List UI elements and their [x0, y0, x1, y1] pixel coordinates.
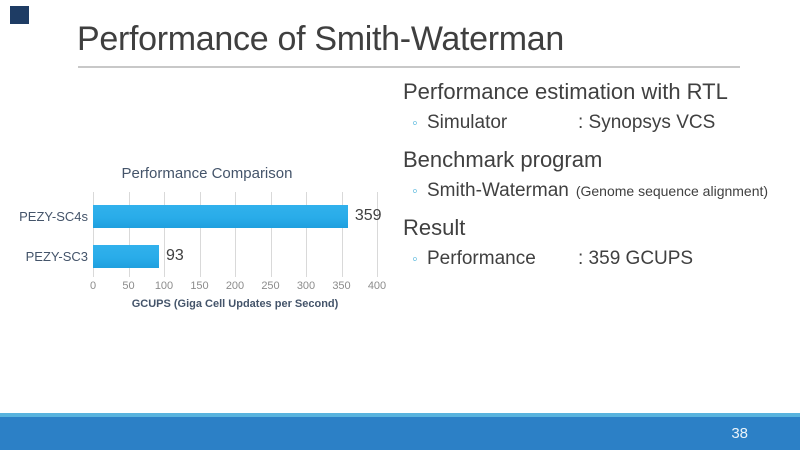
- bullet-label: Simulator: [427, 112, 508, 133]
- bullet-circle-icon: ◦: [412, 183, 418, 200]
- chart-x-tick: 350: [332, 280, 351, 292]
- chart-gridline: [270, 192, 272, 277]
- chart-x-tick: 50: [122, 280, 135, 292]
- section-heading-performance-estimation: Performance estimation with RTL: [403, 79, 728, 104]
- chart-x-tick: 250: [261, 280, 280, 292]
- chart-value-label: 359: [354, 207, 382, 224]
- bullet-value: : Synopsys VCS: [578, 112, 716, 133]
- chart-bar: [93, 205, 348, 228]
- chart-x-tick: 200: [225, 280, 245, 292]
- bullet-value: : 359 GCUPS: [578, 248, 694, 269]
- chart-bar: [93, 245, 160, 268]
- chart-gridline: [164, 192, 165, 277]
- bullet-circle-icon: ◦: [412, 115, 418, 132]
- bullet-label: Performance: [427, 248, 536, 269]
- chart-x-tick: 150: [190, 280, 209, 292]
- chart-title: Performance Comparison: [121, 165, 293, 182]
- footer-band: 38: [0, 417, 800, 450]
- chart-gridline: [377, 192, 378, 277]
- bullet-smith-waterman: ◦ Smith-Waterman (Genome sequence alignm…: [403, 178, 795, 204]
- bullet-performance-result: ◦ Performance : 359 GCUPS: [403, 246, 795, 272]
- page-number: 38: [731, 425, 748, 442]
- chart-gridline: [199, 192, 201, 277]
- bullet-circle-icon: ◦: [412, 251, 418, 268]
- title-divider: [78, 66, 740, 68]
- slide-accent-square: [10, 6, 29, 24]
- bullet-note: (Genome sequence alignment): [575, 183, 769, 199]
- chart-x-tick: 100: [154, 280, 174, 292]
- chart-gridline: [306, 192, 307, 277]
- chart-category-label: PEZY-SC3: [25, 249, 88, 264]
- chart-x-tick: 400: [367, 280, 387, 292]
- chart-gridline: [128, 192, 130, 277]
- chart-x-tick: 300: [296, 280, 316, 292]
- chart-gridline: [341, 192, 343, 277]
- bar-chart: Performance Comparison GCUPS (Giga Cell …: [0, 160, 414, 320]
- chart-value-label: 93: [166, 247, 184, 264]
- page-title: Performance of Smith-Waterman: [77, 20, 564, 58]
- chart-category-label: PEZY-SC4s: [19, 209, 88, 224]
- section-heading-benchmark: Benchmark program: [403, 147, 603, 172]
- chart-x-tick: 0: [89, 280, 97, 292]
- chart-x-axis-label: GCUPS (Giga Cell Updates per Second): [131, 298, 339, 310]
- bullet-simulator: ◦ Simulator : Synopsys VCS: [403, 110, 795, 136]
- section-heading-result: Result: [403, 215, 466, 240]
- right-text-panel: Performance estimation with RTL ◦ Simula…: [403, 78, 795, 282]
- footer-accent-strip: [0, 413, 800, 417]
- bullet-label: Smith-Waterman: [427, 180, 569, 201]
- chart-gridline: [93, 192, 94, 277]
- chart-gridline: [235, 192, 236, 277]
